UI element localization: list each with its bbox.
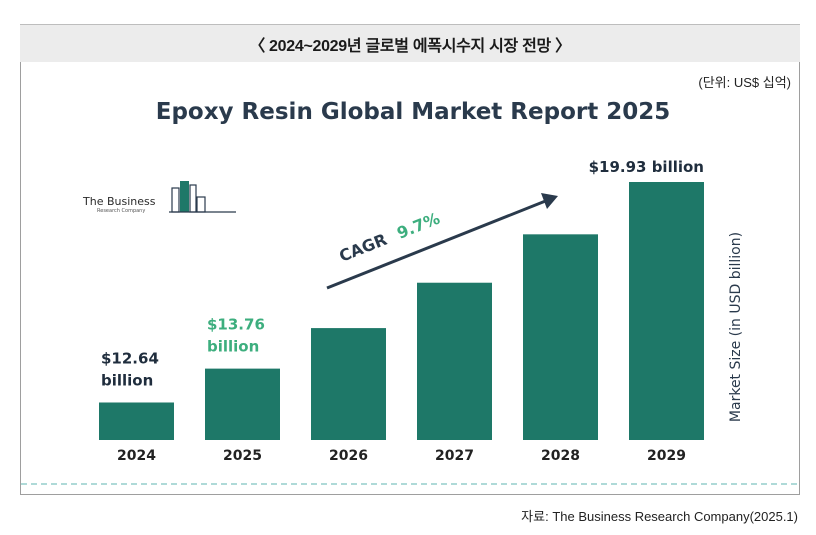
cagr-arrowhead-icon — [541, 193, 558, 209]
source-note: 자료: The Business Research Company(2025.1… — [521, 509, 798, 524]
x-tick-label: 2028 — [541, 448, 580, 464]
data-label-2024: $12.64 billion — [101, 349, 159, 389]
logo-line2: Research Company — [97, 208, 145, 214]
y-axis-label: Market Size (in USD billion) — [728, 232, 744, 422]
cagr-prefix: CAGR — [336, 230, 389, 266]
logo-line1: The Business — [82, 195, 156, 208]
x-tick-label: 2024 — [117, 448, 156, 464]
category-labels: 2024 2025 2026 2027 2028 2029 — [117, 448, 686, 464]
chart-frame: (단위: US$ 십억) Epoxy Resin Global Market R… — [20, 62, 800, 495]
data-label-2029: $19.93 billion — [589, 158, 704, 176]
cagr-arrow-line — [326, 198, 549, 290]
data-label-2025: $13.76 billion — [207, 316, 265, 356]
bar-2029 — [629, 182, 704, 440]
company-logo: The Business Research Company — [82, 181, 236, 214]
bar-chart: Epoxy Resin Global Market Report 2025 Th… — [21, 99, 799, 485]
chart-heading-text: 〈 2024~2029년 글로벌 에폭시수지 시장 전망 〉 — [249, 38, 571, 55]
bar-2024 — [99, 402, 174, 440]
bar-2025 — [205, 368, 280, 440]
cagr-value: 9.7% — [394, 209, 442, 243]
x-tick-label: 2026 — [329, 448, 368, 464]
bar-2027 — [417, 282, 492, 440]
chart-title: Epoxy Resin Global Market Report 2025 — [156, 99, 670, 125]
bar-2026 — [311, 328, 386, 440]
logo-mark-icon — [169, 181, 236, 213]
cagr-label: CAGR 9.7% — [336, 209, 442, 266]
data-labels: $12.64 billion $13.76 billion $19.93 billion — [101, 158, 704, 389]
unit-note: (단위: US$ 십억) — [698, 75, 791, 90]
x-tick-label: 2025 — [223, 448, 262, 464]
x-tick-label: 2029 — [647, 448, 686, 464]
bar-2028 — [523, 234, 598, 440]
bars-layer — [99, 182, 704, 440]
x-tick-label: 2027 — [435, 448, 474, 464]
chart-heading: 〈 2024~2029년 글로벌 에폭시수지 시장 전망 〉 — [20, 24, 800, 64]
